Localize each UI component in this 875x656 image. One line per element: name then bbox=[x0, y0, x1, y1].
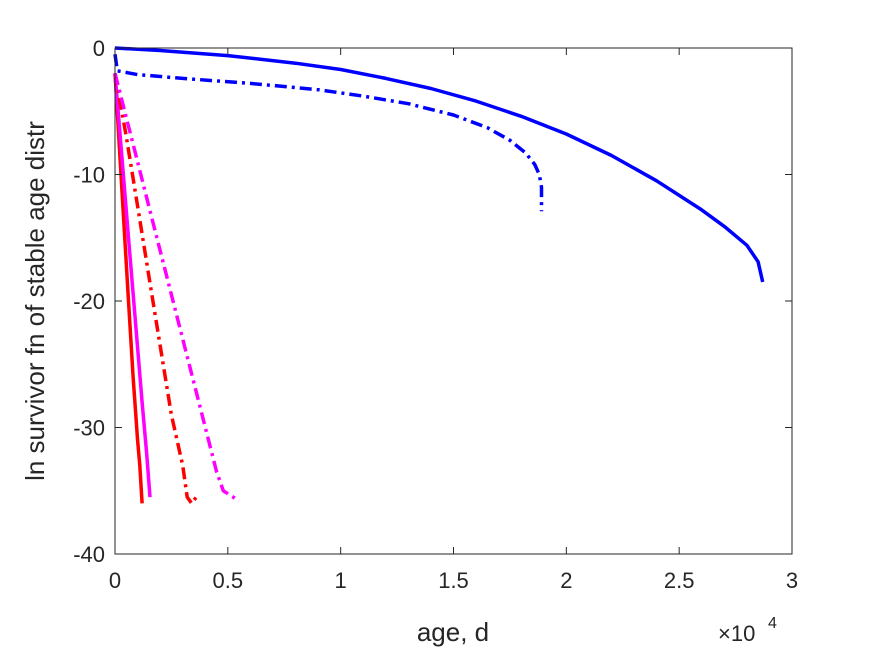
x-tick-label-4: 2 bbox=[560, 568, 572, 593]
x-ticks: 0 0.5 1 1.5 2 2.5 3 bbox=[109, 48, 798, 593]
x-tick-label-5: 2.5 bbox=[664, 568, 695, 593]
series-layer bbox=[113, 46, 765, 506]
series-line-3 bbox=[113, 73, 144, 504]
series-line-6 bbox=[113, 72, 241, 503]
y-tick-label-4: -40 bbox=[73, 542, 105, 567]
y-tick-label-2: -20 bbox=[73, 289, 105, 314]
y-axis-label: ln survivor fn of stable age distr bbox=[20, 121, 50, 481]
plot-area bbox=[115, 48, 792, 554]
x-tick-label-1: 0.5 bbox=[213, 568, 244, 593]
x-axis-label: age, d bbox=[417, 617, 489, 647]
x-tick-label-6: 3 bbox=[786, 568, 798, 593]
y-tick-label-3: -30 bbox=[73, 416, 105, 441]
x-exponent-base: ×10 bbox=[718, 621, 755, 646]
x-tick-label-0: 0 bbox=[109, 568, 121, 593]
x-tick-label-3: 1.5 bbox=[438, 568, 469, 593]
y-ticks: 0 -10 -20 -30 -40 bbox=[73, 36, 792, 567]
x-exponent-power: 4 bbox=[768, 615, 777, 632]
series-line-2 bbox=[113, 54, 544, 212]
series-line-4 bbox=[113, 73, 152, 498]
y-tick-label-1: -10 bbox=[73, 163, 105, 188]
y-tick-label-0: 0 bbox=[93, 36, 105, 61]
x-tick-label-2: 1 bbox=[335, 568, 347, 593]
series-line-5 bbox=[113, 72, 198, 506]
series-line-1 bbox=[114, 46, 765, 283]
x-exponent: ×10 4 bbox=[718, 615, 777, 646]
